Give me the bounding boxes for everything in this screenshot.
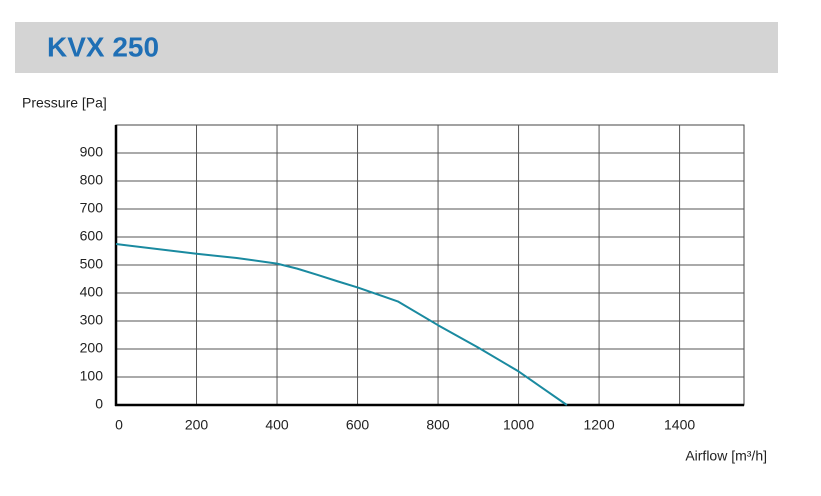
x-tick-label: 200 [185, 417, 209, 433]
y-tick-label: 200 [80, 340, 104, 356]
x-tick-label: 1200 [583, 417, 614, 433]
y-tick-label: 300 [80, 312, 104, 328]
y-tick-label: 500 [80, 256, 104, 272]
curve [115, 243, 568, 406]
y-axis-label: Pressure [Pa] [22, 95, 107, 111]
header-band [15, 22, 778, 73]
x-tick-label: 400 [265, 417, 289, 433]
y-tick-label: 600 [80, 228, 104, 244]
x-tick-label: 800 [426, 417, 450, 433]
y-tick-label: 0 [95, 396, 103, 412]
x-tick-label: 1000 [503, 417, 534, 433]
x-tick-label: 0 [115, 417, 123, 433]
y-tick-label: 800 [80, 172, 104, 188]
y-tick-label: 700 [80, 200, 104, 216]
y-tick-label: 900 [80, 144, 104, 160]
y-tick-label: 400 [80, 284, 104, 300]
x-tick-label: 600 [346, 417, 370, 433]
x-tick-label: 1400 [664, 417, 695, 433]
x-axis-label: Airflow [m³/h] [685, 448, 767, 464]
y-tick-label: 100 [80, 368, 104, 384]
chart-title: KVX 250 [47, 31, 159, 62]
